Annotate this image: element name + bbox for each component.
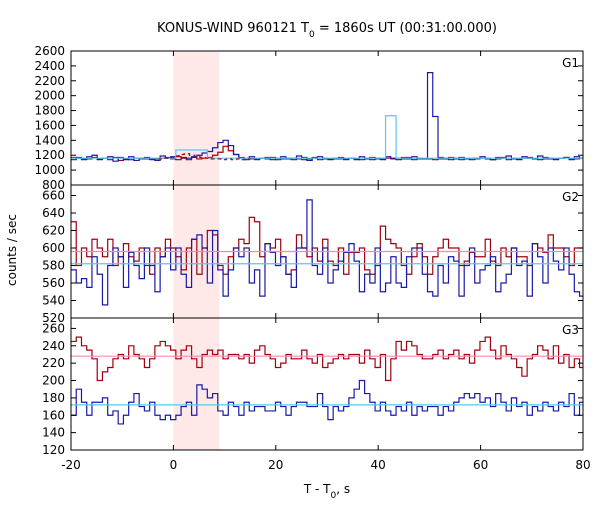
panel-label-g3: G3 xyxy=(562,323,579,337)
y-tick-label: 1400 xyxy=(34,133,65,147)
panel-plot-g2 xyxy=(71,199,583,306)
x-tick-label: 80 xyxy=(575,458,590,472)
panel-frame-g3 xyxy=(70,317,584,451)
panel-plot-g1 xyxy=(71,71,583,162)
y-tick-label: 2000 xyxy=(34,89,65,103)
y-tick-label: 240 xyxy=(42,339,65,353)
panel-label-g1: G1 xyxy=(562,56,579,70)
y-tick-label: 1200 xyxy=(34,148,65,162)
y-tick-label: 260 xyxy=(42,321,65,335)
x-axis-label: T - T0, s xyxy=(303,482,350,500)
series-g1-blue-1 xyxy=(71,71,583,162)
x-tick-label: 0 xyxy=(170,458,178,472)
y-tick-label: 620 xyxy=(42,224,65,238)
series-g2-dark_red-0 xyxy=(71,216,583,275)
chart-title: KONUS-WIND 960121 T0 = 1860s UT (00:31:0… xyxy=(157,21,497,40)
y-tick-label: 560 xyxy=(42,276,65,290)
y-tick-label: 1000 xyxy=(34,163,65,177)
y-tick-label: 540 xyxy=(42,294,65,308)
series-g3-dark_red-0 xyxy=(71,336,583,382)
panel-label-g2: G2 xyxy=(562,190,579,204)
y-tick-label: 580 xyxy=(42,259,65,273)
y-tick-label: 640 xyxy=(42,206,65,220)
y-tick-label: 1600 xyxy=(34,118,65,132)
series-g2-blue-1 xyxy=(71,199,583,306)
y-tick-label: 220 xyxy=(42,356,65,370)
y-tick-label: 1800 xyxy=(34,104,65,118)
y-tick-label: 120 xyxy=(42,443,65,457)
y-axis-label: counts / sec xyxy=(5,214,19,286)
y-tick-label: 180 xyxy=(42,391,65,405)
y-tick-label: 160 xyxy=(42,408,65,422)
y-tick-label: 2400 xyxy=(34,59,65,73)
series-g1-dark_red-3 xyxy=(158,153,253,161)
y-tick-label: 800 xyxy=(42,178,65,192)
y-tick-label: 660 xyxy=(42,189,65,203)
y-tick-label: 520 xyxy=(42,311,65,325)
y-tick-label: 600 xyxy=(42,241,65,255)
x-tick-label: 40 xyxy=(371,458,386,472)
x-tick-label: 60 xyxy=(473,458,488,472)
series-g1-light_blue-2 xyxy=(71,115,583,159)
y-tick-label: 2600 xyxy=(34,44,65,58)
x-tick-label: 20 xyxy=(268,458,283,472)
panel-frame-g1 xyxy=(70,50,584,186)
plot-layer: 260024002200200018001600140012001000800G… xyxy=(34,44,590,472)
series-g3-blue-1 xyxy=(71,379,583,425)
y-tick-label: 140 xyxy=(42,426,65,440)
panel-plot-g3 xyxy=(71,336,583,425)
x-tick-label: -20 xyxy=(61,458,81,472)
y-tick-label: 200 xyxy=(42,374,65,388)
y-tick-label: 2200 xyxy=(34,74,65,88)
